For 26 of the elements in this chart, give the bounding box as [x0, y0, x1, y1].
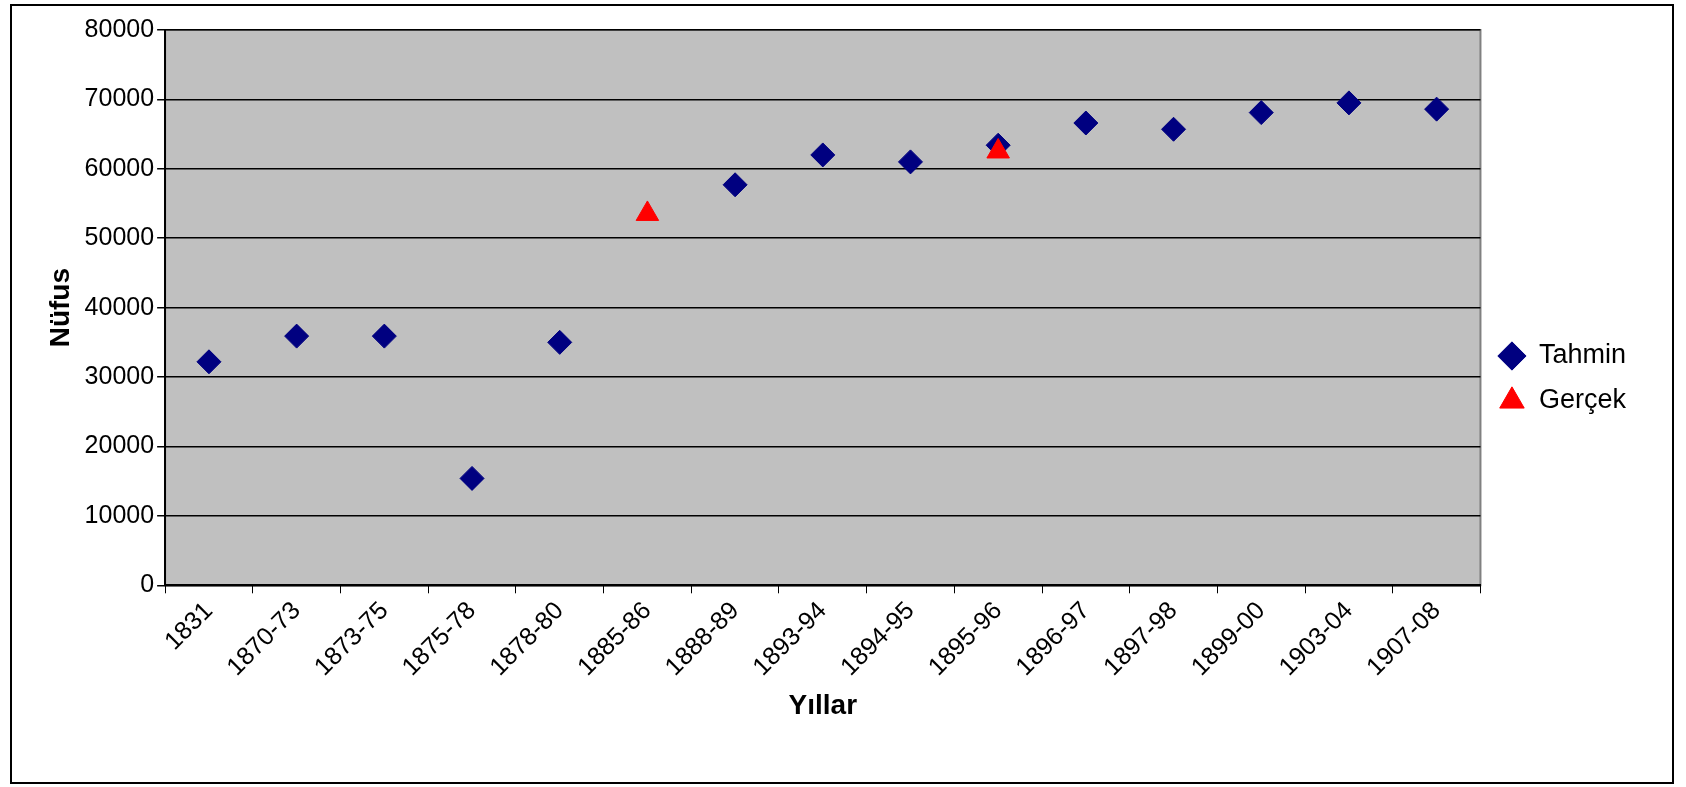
point — [1424, 96, 1450, 122]
point — [371, 323, 397, 349]
y-tick-label: 40000 — [84, 291, 155, 320]
point — [1073, 110, 1099, 136]
point — [547, 329, 573, 355]
y-tick-label: 60000 — [84, 152, 155, 181]
point — [722, 172, 748, 198]
y-tick-label: 50000 — [84, 222, 155, 251]
y-tick-label: 10000 — [84, 499, 155, 528]
legend-label: Gerçek — [1538, 384, 1627, 415]
point — [1161, 116, 1187, 142]
point — [196, 349, 222, 375]
y-axis-title: Nüfus — [43, 267, 75, 348]
y-tick-label: 30000 — [84, 360, 155, 389]
y-tick-label: 0 — [140, 569, 155, 598]
point — [1248, 100, 1274, 126]
legend-label: Tahmin — [1538, 339, 1627, 370]
point — [810, 142, 836, 168]
y-tick-label: 70000 — [84, 83, 155, 112]
point — [897, 149, 923, 175]
point — [1336, 90, 1362, 116]
point — [284, 323, 310, 349]
y-tick-label: 20000 — [84, 430, 155, 459]
point — [459, 465, 485, 491]
x-axis-title: Yıllar — [788, 688, 858, 720]
y-tick-label: 80000 — [84, 13, 155, 42]
